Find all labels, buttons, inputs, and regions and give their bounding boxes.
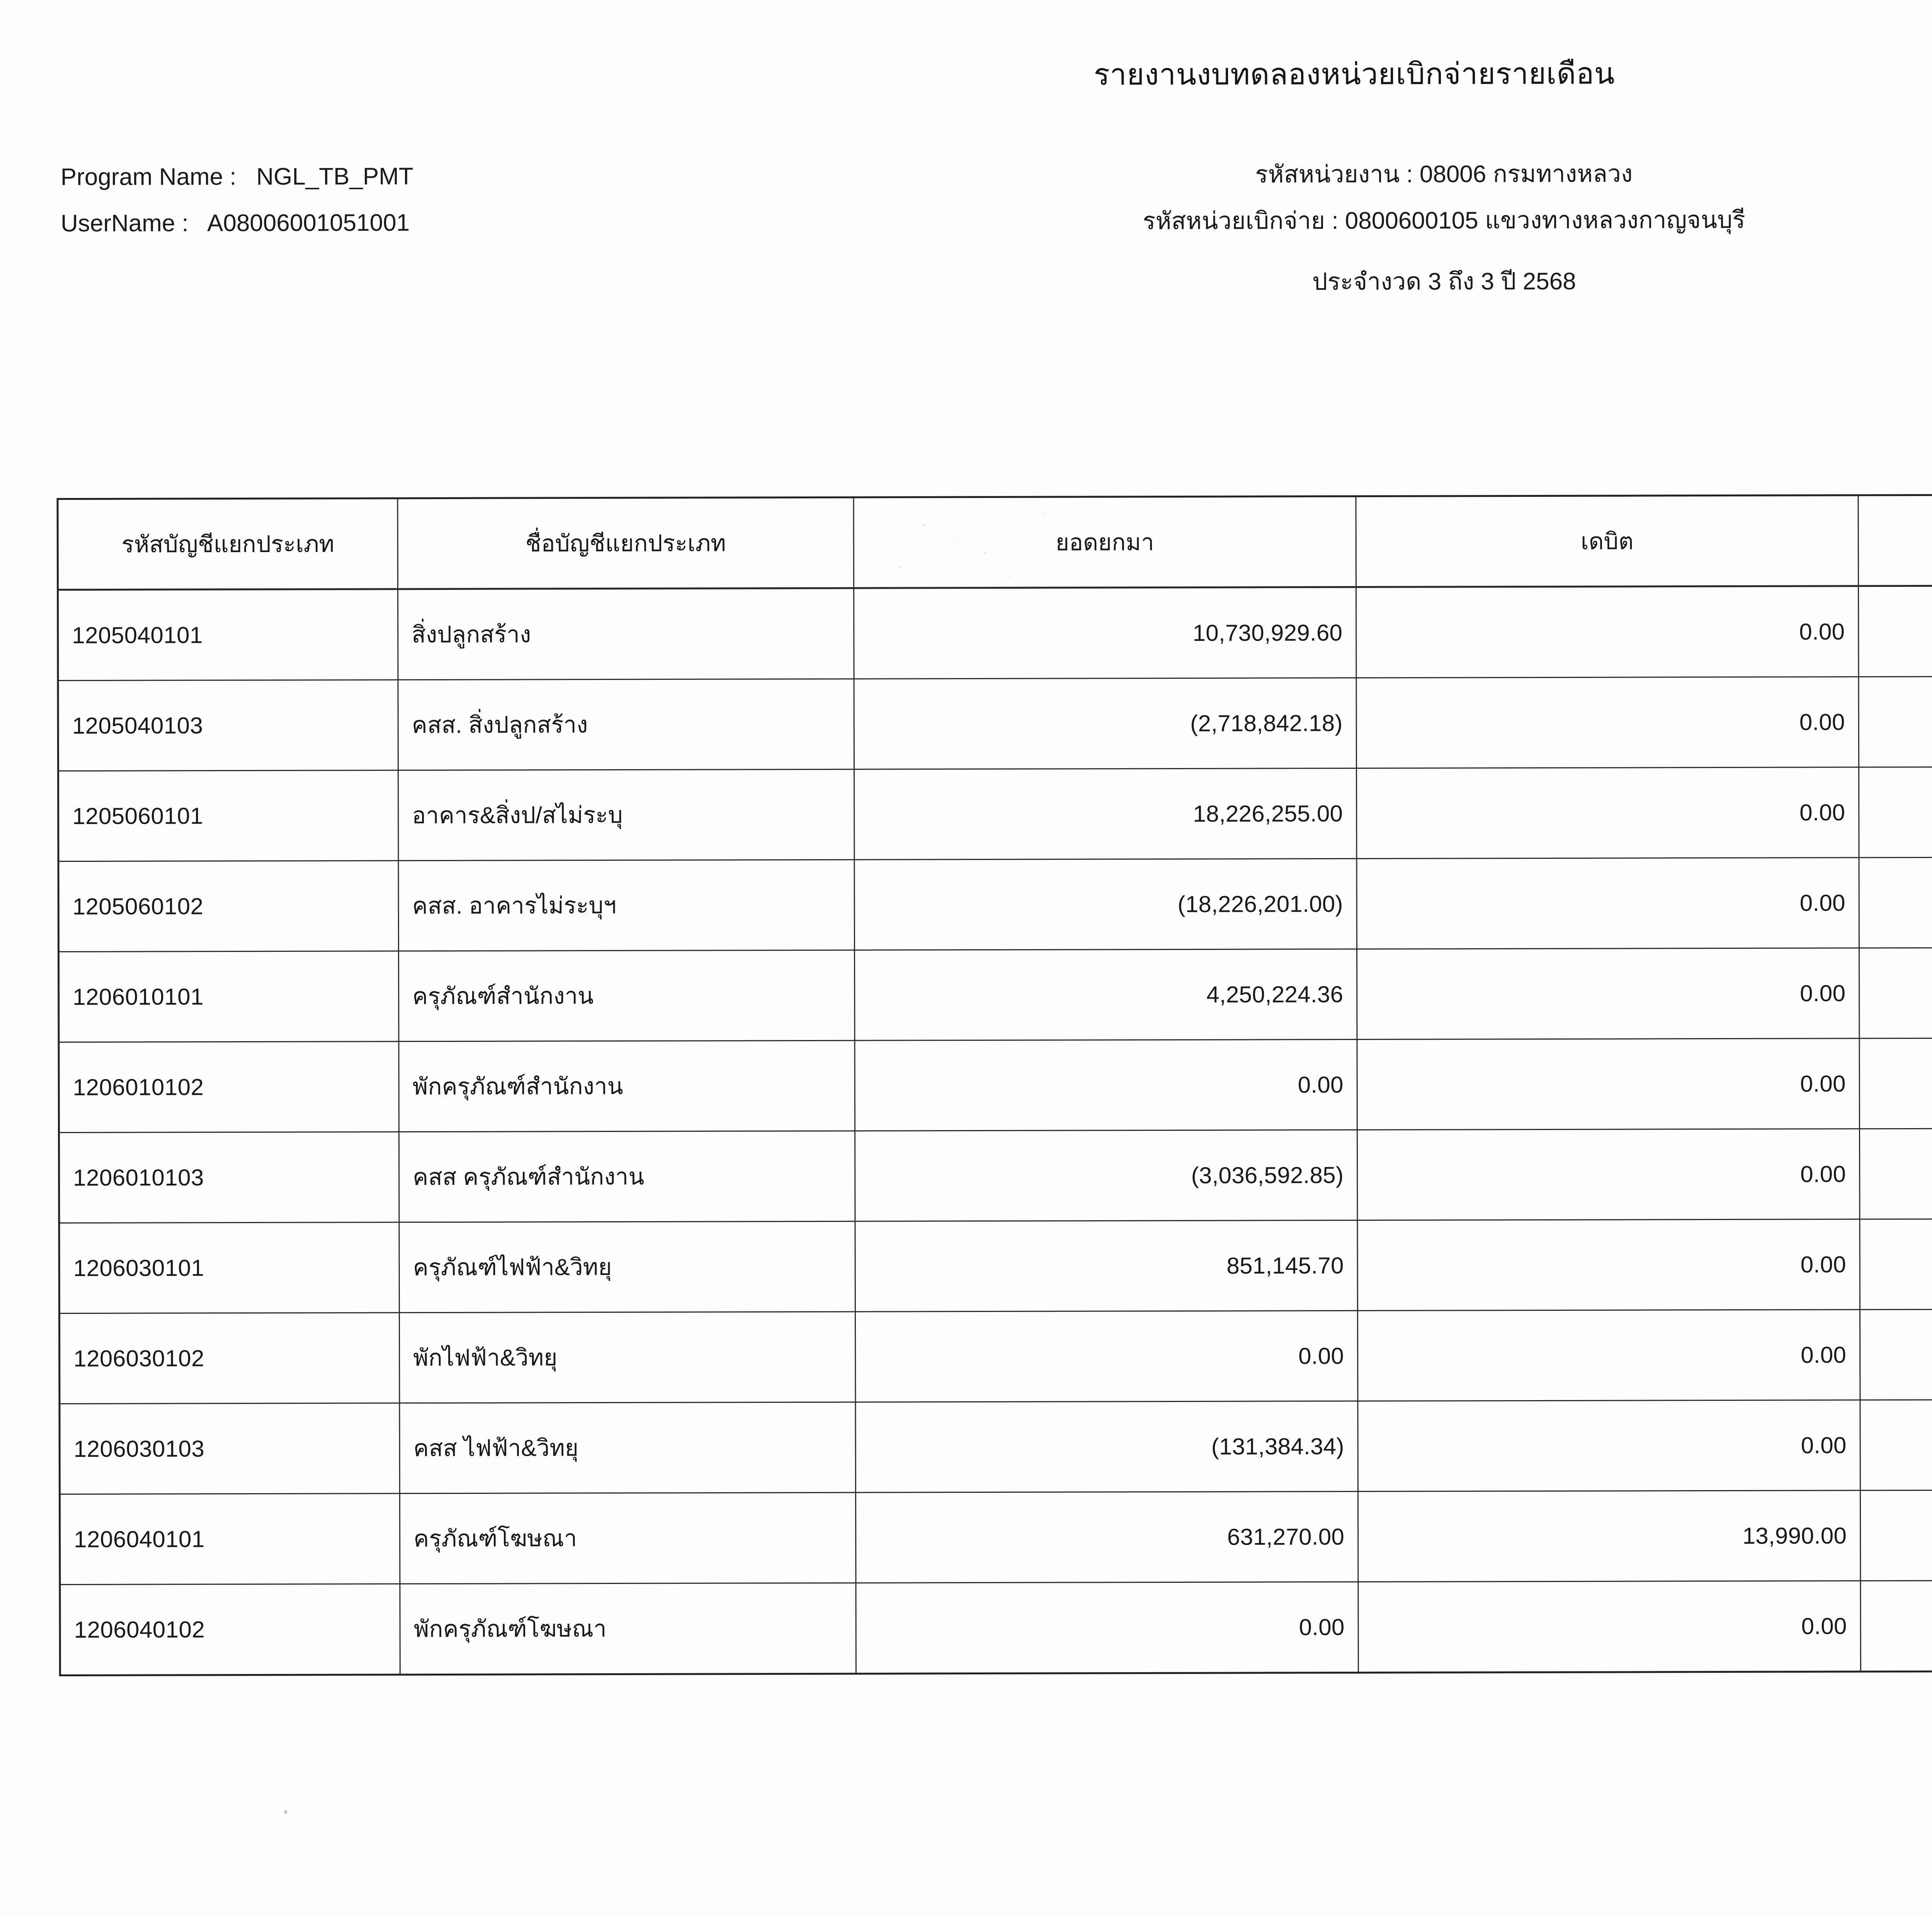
trial-balance-table-wrapper: รหัสบัญชีแยกประเภท ชื่อบัญชีแยกประเภท ยอ… bbox=[56, 492, 1932, 1677]
table-row: 1205040101 สิ่งปลูกสร้าง 10,730,929.60 0.00… bbox=[58, 584, 1932, 681]
table-row: 1205060101 อาคาร&สิ่งป/สไม่ระบุ 18,226,255… bbox=[58, 765, 1932, 862]
cell-opening-balance: (2,718,842.18) bbox=[854, 678, 1357, 770]
agency-code-line: รหัสหน่วยงาน : 08006 กรมทางหลวง bbox=[1255, 160, 1633, 188]
cell-debit: 0.00 bbox=[1356, 676, 1859, 768]
username-row: UserName : A08006001051001 bbox=[61, 200, 413, 247]
cell-credit: 0.00 bbox=[1859, 857, 1932, 948]
cell-account-code: 1206040102 bbox=[60, 1584, 400, 1676]
cell-opening-balance: 10,730,929.60 bbox=[854, 587, 1357, 679]
cell-account-name: คสส. สิ่งปลูกสร้าง bbox=[398, 679, 854, 770]
cell-credit: 0.00 bbox=[1859, 947, 1932, 1038]
cell-opening-balance: (18,226,201.00) bbox=[854, 858, 1357, 950]
cell-account-code: 1205040101 bbox=[58, 589, 398, 681]
cell-account-name: พักครุภัณฑ์สำนักงาน bbox=[398, 1040, 855, 1132]
period-line: ประจำงวด 3 ถึง 3 ปี 2568 bbox=[1312, 268, 1576, 296]
cell-opening-balance: (131,384.34) bbox=[855, 1401, 1358, 1493]
cell-debit: 0.00 bbox=[1356, 857, 1859, 949]
cell-debit: 13,990.00 bbox=[1358, 1490, 1861, 1582]
cell-account-name: ครุภัณฑ์ไฟฟ้า&วิทยุ bbox=[399, 1221, 855, 1313]
page-title: รายงานงบทดลองหน่วยเบิกจ่ายรายเดือน bbox=[1094, 57, 1615, 92]
trial-balance-table: รหัสบัญชีแยกประเภท ชื่อบัญชีแยกประเภท ยอ… bbox=[56, 492, 1932, 1677]
program-name-label: Program Name : bbox=[60, 163, 236, 191]
username-value: A08006001051001 bbox=[207, 209, 410, 237]
cell-credit: 0.00 bbox=[1860, 1580, 1932, 1672]
cell-credit: 0.00 bbox=[1859, 766, 1932, 858]
cell-credit: 0.00 bbox=[1858, 585, 1932, 677]
table-row: 1206010103 คสส ครุภัณฑ์สำนักงาน (3,036,592… bbox=[59, 1127, 1932, 1223]
column-header-account-code: รหัสบัญชีแยกประเภท bbox=[58, 498, 398, 590]
cell-account-code: 1206010101 bbox=[58, 951, 399, 1042]
column-header-opening-balance: ยอดยกมา bbox=[854, 496, 1356, 588]
cell-debit: 0.00 bbox=[1357, 1400, 1861, 1492]
table-row: 1206030103 คสส ไฟฟ้า&วิทยุ (131,384.34) 0.0… bbox=[59, 1398, 1932, 1494]
program-name-row: Program Name : NGL_TB_PMT bbox=[61, 153, 413, 201]
cell-debit: 0.00 bbox=[1358, 1581, 1861, 1673]
cell-account-code: 1206030103 bbox=[59, 1403, 400, 1494]
cell-account-code: 1206030102 bbox=[59, 1312, 400, 1404]
trial-balance-table-body: 1205040101 สิ่งปลูกสร้าง 10,730,929.60 0.00… bbox=[58, 584, 1932, 1676]
table-header-row: รหัสบัญชีแยกประเภท ชื่อบัญชีแยกประเภท ยอ… bbox=[58, 493, 1932, 590]
cell-credit: 0.00 bbox=[1860, 1309, 1932, 1400]
cell-account-name: ครุภัณฑ์โฆษณา bbox=[400, 1492, 856, 1584]
cell-account-code: 1205060102 bbox=[58, 860, 399, 952]
cell-account-code: 1206040101 bbox=[60, 1493, 400, 1585]
cell-opening-balance: 851,145.70 bbox=[855, 1220, 1358, 1312]
table-row: 1206030101 ครุภัณฑ์ไฟฟ้า&วิทยุ 851,145.70 0… bbox=[59, 1217, 1932, 1314]
cell-account-code: 1205040103 bbox=[58, 680, 398, 771]
cell-account-name: พักครุภัณฑ์โฆษณา bbox=[400, 1583, 856, 1675]
header-left-block: Program Name : NGL_TB_PMT UserName : A08… bbox=[61, 153, 414, 247]
scan-artifact-mark bbox=[284, 1810, 287, 1814]
cell-account-name: คสส ครุภัณฑ์สำนักงาน bbox=[399, 1131, 855, 1222]
column-header-account-name: ชื่อบัญชีแยกประเภท bbox=[398, 497, 854, 589]
cell-account-name: คสส. อาคารไม่ระบุฯ bbox=[398, 860, 855, 951]
table-row: 1206040101 ครุภัณฑ์โฆษณา 631,270.00 13,990.… bbox=[60, 1488, 1932, 1585]
cell-account-code: 1206030101 bbox=[59, 1222, 400, 1314]
cell-opening-balance: 0.00 bbox=[855, 1582, 1359, 1674]
cell-credit: 0.00 bbox=[1859, 676, 1932, 767]
table-row: 1205040103 คสส. สิ่งปลูกสร้าง (2,718,842.1… bbox=[58, 675, 1932, 771]
header-center-block: รหัสหน่วยงาน : 08006 กรมทางหลวง รหัสหน่ว… bbox=[957, 150, 1931, 306]
cell-debit: 0.00 bbox=[1357, 948, 1859, 1040]
disbursement-unit-line: รหัสหน่วยเบิกจ่าย : 0800600105 แขวงทางหล… bbox=[1143, 206, 1745, 235]
cell-debit: 0.00 bbox=[1357, 1309, 1860, 1401]
cell-opening-balance: (3,036,592.85) bbox=[855, 1130, 1357, 1222]
cell-account-code: 1206010102 bbox=[58, 1041, 399, 1133]
cell-account-name: ครุภัณฑ์สำนักงาน bbox=[398, 950, 855, 1042]
cell-opening-balance: 4,250,224.36 bbox=[854, 949, 1357, 1041]
table-row: 1206010102พักครุภัณฑ์สำนักงาน0.000.000.0… bbox=[58, 1036, 1932, 1133]
cell-account-name: พักไฟฟ้า&วิทยุ bbox=[399, 1312, 855, 1403]
table-row: 1206040102พักครุภัณฑ์โฆษณา0.000.000.000.… bbox=[60, 1579, 1932, 1676]
cell-opening-balance: 0.00 bbox=[854, 1039, 1357, 1131]
cell-account-name: คสส ไฟฟ้า&วิทยุ bbox=[399, 1402, 856, 1494]
column-header-debit: เดบิต bbox=[1356, 495, 1859, 587]
cell-credit: 0.00 bbox=[1860, 1489, 1932, 1581]
cell-credit: 0.00 bbox=[1859, 1128, 1932, 1219]
cell-account-name: อาคาร&สิ่งป/สไม่ระบุ bbox=[398, 769, 855, 861]
table-row: 1206010101 ครุภัณฑ์สำนักงาน 4,250,224.36 0.… bbox=[58, 946, 1932, 1042]
program-name-value: NGL_TB_PMT bbox=[256, 163, 413, 190]
cell-account-code: 1206010103 bbox=[59, 1132, 399, 1223]
cell-debit: 0.00 bbox=[1356, 586, 1859, 678]
cell-opening-balance: 18,226,255.00 bbox=[854, 768, 1357, 860]
cell-opening-balance: 0.00 bbox=[855, 1310, 1358, 1402]
cell-debit: 0.00 bbox=[1356, 767, 1859, 859]
cell-credit: 0.00 bbox=[1860, 1399, 1932, 1490]
cell-account-code: 1205060101 bbox=[58, 770, 399, 862]
table-row: 1205060102 คสส. อาคารไม่ระบุฯ (18,226,201.… bbox=[58, 855, 1932, 952]
cell-debit: 0.00 bbox=[1357, 1128, 1860, 1220]
cell-credit: 0.00 bbox=[1859, 1037, 1932, 1129]
cell-credit: 0.00 bbox=[1859, 1218, 1932, 1310]
cell-debit: 0.00 bbox=[1357, 1219, 1860, 1311]
username-label: UserName : bbox=[60, 210, 189, 237]
cell-debit: 0.00 bbox=[1357, 1038, 1860, 1130]
column-header-credit: เครดิต bbox=[1858, 494, 1932, 586]
cell-opening-balance: 631,270.00 bbox=[855, 1491, 1358, 1583]
cell-account-name: สิ่งปลูกสร้าง bbox=[398, 588, 854, 680]
